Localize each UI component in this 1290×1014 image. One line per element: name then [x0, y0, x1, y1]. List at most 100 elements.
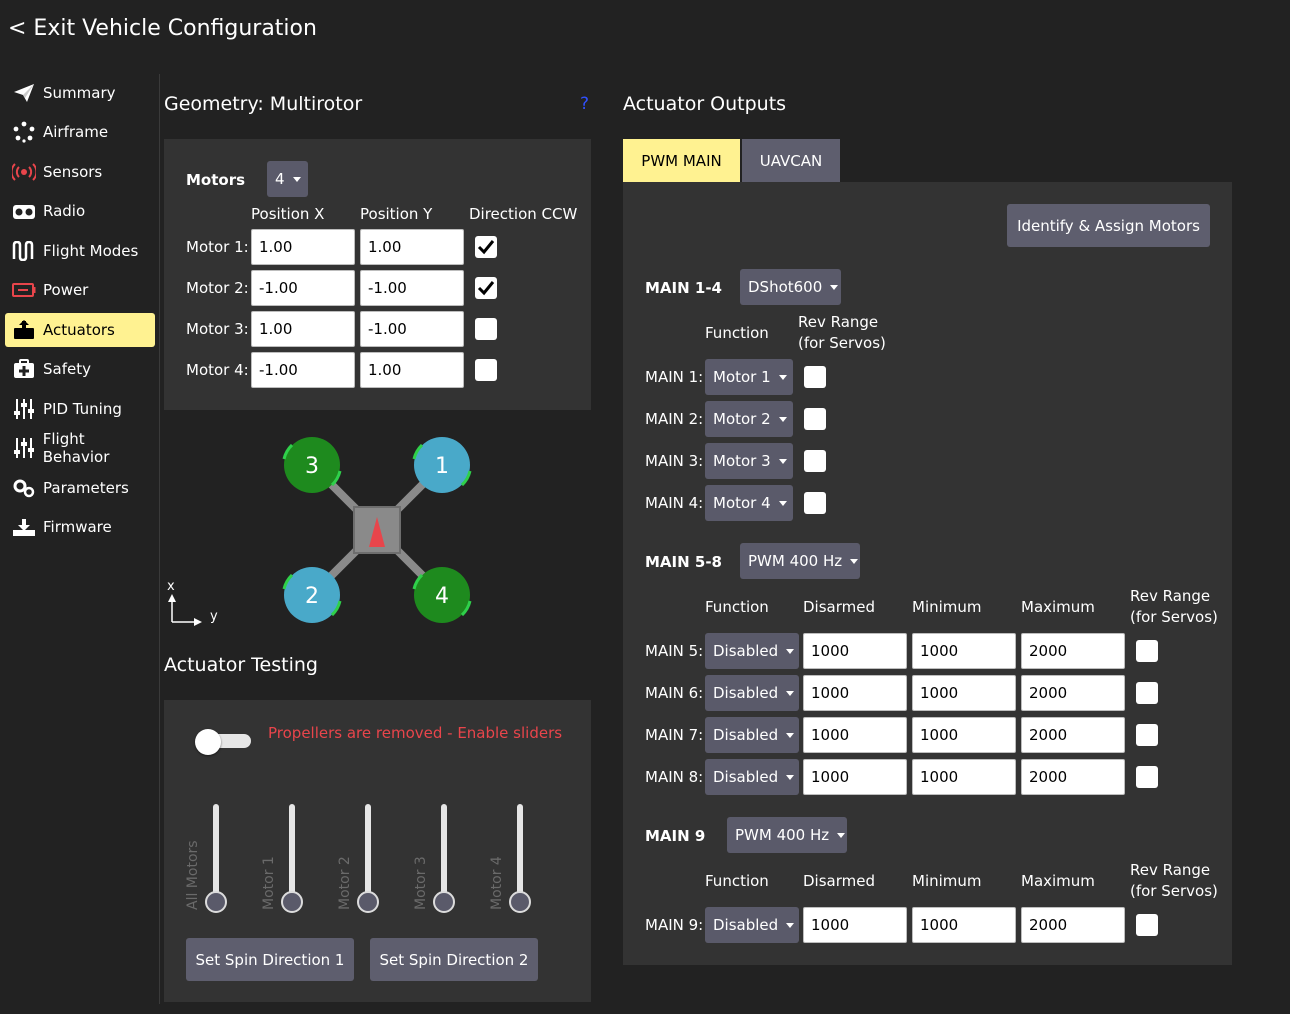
minimum-input[interactable]: 1000 [912, 633, 1016, 669]
rev-range-checkbox[interactable] [804, 450, 826, 472]
rev-range-checkbox[interactable] [804, 408, 826, 430]
output-function-combo[interactable]: Disabled [705, 907, 799, 943]
motors-count-value: 4 [275, 170, 285, 188]
set-spin-direction-2-button[interactable]: Set Spin Direction 2 [370, 938, 538, 981]
maximum-input[interactable]: 2000 [1021, 675, 1125, 711]
output-function-combo[interactable]: Motor 3 [705, 443, 793, 479]
main-9-protocol-combo[interactable]: PWM 400 Hz [727, 817, 847, 853]
rev-range-checkbox[interactable] [1136, 914, 1158, 936]
chevron-down-icon [292, 176, 301, 182]
test-slider-track[interactable] [365, 804, 371, 902]
g1-col-rev-range: Rev Range [798, 313, 879, 331]
motor-position-y-input[interactable]: -1.00 [360, 270, 464, 306]
identify-assign-motors-button[interactable]: Identify & Assign Motors [1007, 204, 1210, 247]
minimum-input[interactable]: 1000 [912, 717, 1016, 753]
propeller-number: 2 [305, 584, 319, 609]
output-function-combo[interactable]: Disabled [705, 759, 799, 795]
sidebar-item-airframe[interactable]: Airframe [5, 115, 155, 149]
disarmed-input[interactable]: 1000 [803, 907, 907, 943]
sidebar-item-safety[interactable]: Safety [5, 352, 155, 386]
propeller-number: 1 [435, 454, 449, 479]
output-row-label: MAIN 7: [645, 726, 704, 744]
main-1-4-label: MAIN 1-4 [645, 279, 722, 297]
disarmed-input[interactable]: 1000 [803, 675, 907, 711]
sidebar-item-power[interactable]: Power [5, 273, 155, 307]
actuators-icon [11, 319, 37, 341]
sidebar-item-firmware[interactable]: Firmware [5, 510, 155, 544]
g1-col-function: Function [705, 324, 769, 342]
main-5-8-protocol-combo[interactable]: PWM 400 Hz [740, 543, 860, 579]
tab-pwm-main[interactable]: PWM MAIN [623, 139, 740, 182]
sidebar-item-flight-behavior[interactable]: Flight Behavior [5, 430, 155, 466]
exit-vehicle-config-link[interactable]: < Exit Vehicle Configuration [8, 16, 317, 41]
main-5-8-protocol-value: PWM 400 Hz [748, 552, 843, 570]
axis-y-label: y [210, 609, 218, 624]
test-slider-knob[interactable] [509, 891, 531, 913]
motors-count-combo[interactable]: 4 [267, 161, 308, 197]
disarmed-input[interactable]: 1000 [803, 759, 907, 795]
rev-range-checkbox[interactable] [804, 492, 826, 514]
sidebar-item-parameters[interactable]: Parameters [5, 471, 155, 505]
output-function-combo[interactable]: Disabled [705, 717, 799, 753]
test-slider-track[interactable] [517, 804, 523, 902]
output-function-combo[interactable]: Disabled [705, 633, 799, 669]
disarmed-input[interactable]: 1000 [803, 633, 907, 669]
maximum-input[interactable]: 2000 [1021, 907, 1125, 943]
rev-range-checkbox[interactable] [804, 366, 826, 388]
motor-direction-ccw-checkbox[interactable] [475, 277, 497, 299]
motor-direction-ccw-checkbox[interactable] [475, 236, 497, 258]
test-slider-knob[interactable] [357, 891, 379, 913]
motor-position-x-input[interactable]: 1.00 [251, 229, 355, 265]
minimum-input[interactable]: 1000 [912, 759, 1016, 795]
motor-position-x-input[interactable]: 1.00 [251, 311, 355, 347]
sidebar-item-sensors[interactable]: Sensors [5, 155, 155, 189]
set-spin-direction-1-button[interactable]: Set Spin Direction 1 [186, 938, 354, 981]
minimum-input[interactable]: 1000 [912, 675, 1016, 711]
test-slider-label: All Motors [185, 840, 201, 910]
motor-position-x-input[interactable]: -1.00 [251, 270, 355, 306]
sidebar-item-label: Airframe [43, 123, 109, 141]
output-function-combo[interactable]: Motor 4 [705, 485, 793, 521]
motor-position-y-input[interactable]: 1.00 [360, 229, 464, 265]
motor-position-x-input[interactable]: -1.00 [251, 352, 355, 388]
main-1-4-protocol-combo[interactable]: DShot600 [740, 269, 841, 305]
output-row-label: MAIN 2: [645, 410, 704, 428]
output-function-combo[interactable]: Disabled [705, 675, 799, 711]
maximum-input[interactable]: 2000 [1021, 633, 1125, 669]
motor-direction-ccw-checkbox[interactable] [475, 318, 497, 340]
maximum-input[interactable]: 2000 [1021, 759, 1125, 795]
sensors-icon [11, 161, 37, 183]
motor-row-label: Motor 1: [186, 238, 249, 256]
minimum-input[interactable]: 1000 [912, 907, 1016, 943]
test-slider-knob[interactable] [433, 891, 455, 913]
disarmed-input[interactable]: 1000 [803, 717, 907, 753]
motor-position-y-input[interactable]: 1.00 [360, 352, 464, 388]
sidebar-item-actuators[interactable]: Actuators [5, 313, 155, 347]
motor-position-y-input[interactable]: -1.00 [360, 311, 464, 347]
motor-direction-ccw-checkbox[interactable] [475, 359, 497, 381]
sidebar-item-flight-modes[interactable]: Flight Modes [5, 234, 155, 268]
sidebar-item-pid-tuning[interactable]: PID Tuning [5, 392, 155, 426]
test-slider-knob[interactable] [281, 891, 303, 913]
propellers-warning: Propellers are removed - Enable sliders [268, 724, 563, 742]
output-row-label: MAIN 5: [645, 642, 704, 660]
enable-sliders-toggle[interactable] [195, 729, 251, 755]
test-slider-track[interactable] [441, 804, 447, 902]
tab-uavcan[interactable]: UAVCAN [742, 139, 840, 182]
test-slider-knob[interactable] [205, 891, 227, 913]
rev-range-checkbox[interactable] [1136, 640, 1158, 662]
chevron-down-icon [850, 558, 859, 564]
rev-range-checkbox[interactable] [1136, 682, 1158, 704]
chevron-down-icon [778, 374, 787, 380]
sidebar-item-radio[interactable]: Radio [5, 194, 155, 228]
test-slider-track[interactable] [289, 804, 295, 902]
help-link[interactable]: ? [580, 94, 590, 114]
sidebar-item-summary[interactable]: Summary [5, 76, 155, 110]
test-slider-label: Motor 1 [261, 856, 277, 910]
rev-range-checkbox[interactable] [1136, 724, 1158, 746]
maximum-input[interactable]: 2000 [1021, 717, 1125, 753]
test-slider-track[interactable] [213, 804, 219, 902]
output-function-combo[interactable]: Motor 2 [705, 401, 793, 437]
output-function-combo[interactable]: Motor 1 [705, 359, 793, 395]
rev-range-checkbox[interactable] [1136, 766, 1158, 788]
